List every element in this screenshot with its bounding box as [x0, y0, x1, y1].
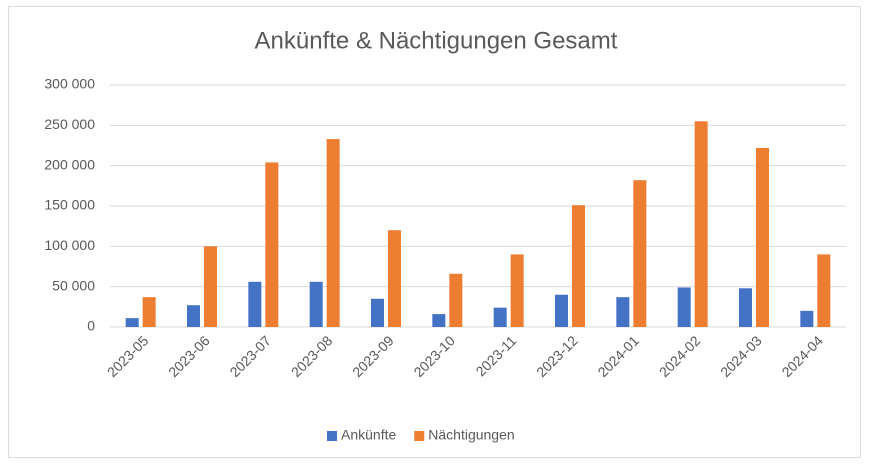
- bar: [800, 310, 814, 327]
- y-tick-label: 200 000: [44, 156, 95, 172]
- chart-border: [8, 6, 861, 458]
- y-tick-label: 0: [87, 318, 95, 334]
- bar: [633, 180, 647, 327]
- bar: [248, 281, 262, 327]
- bar: [142, 297, 156, 327]
- bar: [125, 318, 139, 327]
- y-tick-label: 250 000: [44, 116, 95, 132]
- bar: [616, 297, 630, 327]
- bar: [817, 254, 831, 327]
- bar: [756, 147, 769, 327]
- bar: [388, 230, 401, 327]
- bar: [187, 305, 200, 327]
- bar: [555, 294, 568, 327]
- y-tick-label: 50 000: [52, 277, 95, 293]
- chart-title: Ankünfte & Nächtigungen Gesamt: [255, 27, 618, 54]
- bar: [739, 288, 752, 327]
- bar: [493, 307, 507, 327]
- bar: [371, 298, 384, 327]
- bar: [326, 139, 340, 327]
- bar: [309, 281, 323, 327]
- legend-swatch: [414, 431, 425, 441]
- bar: [694, 121, 708, 327]
- y-tick-label: 150 000: [44, 197, 95, 213]
- bar: [677, 287, 691, 327]
- bar: [204, 246, 217, 327]
- legend-label: Ankünfte: [341, 427, 396, 443]
- bar: [265, 162, 279, 327]
- bar: [432, 314, 446, 327]
- y-tick-label: 100 000: [44, 237, 95, 253]
- bar: [572, 205, 585, 327]
- bar: [449, 273, 463, 327]
- y-tick-label: 300 000: [44, 76, 95, 92]
- legend-label: Nächtigungen: [428, 427, 514, 443]
- bar: [510, 254, 524, 327]
- legend-swatch: [327, 431, 337, 441]
